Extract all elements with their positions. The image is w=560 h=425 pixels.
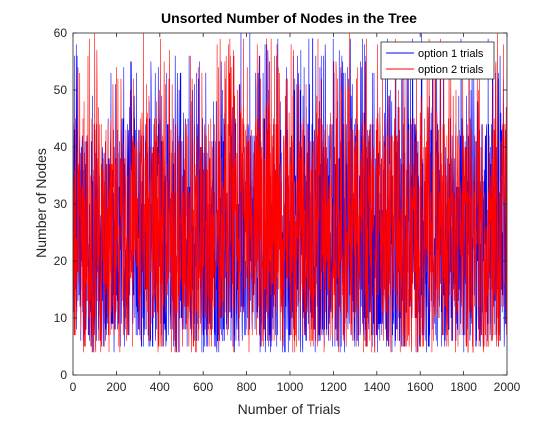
- y-tick-label: 20: [54, 254, 68, 268]
- legend-label-option-2: option 2 trials: [418, 64, 484, 76]
- legend-box: [380, 41, 495, 80]
- x-tick-label: 600: [193, 380, 213, 394]
- x-tick-label: 1200: [320, 380, 347, 394]
- chart-title: Unsorted Number of Nodes in the Tree: [161, 10, 417, 26]
- x-tick-label: 0: [70, 380, 77, 394]
- series-layer: [73, 33, 507, 353]
- axes-layer: 0 200 400 600 800 1000 1200 1400 1600 1800 2000 0 10…: [54, 26, 521, 394]
- y-tick-label: 30: [54, 197, 68, 211]
- x-tick-label: 1600: [407, 380, 434, 394]
- legend-label-option-1: option 1 trials: [418, 48, 484, 60]
- y-tick-label: 10: [54, 311, 68, 325]
- x-tick-label: 200: [106, 380, 126, 394]
- y-axis-label: Number of Nodes: [33, 148, 49, 258]
- x-tick-label: 1000: [277, 380, 304, 394]
- x-tick-label: 2000: [494, 380, 521, 394]
- x-tick-label: 400: [150, 380, 170, 394]
- x-tick-label: 800: [237, 380, 257, 394]
- y-tick-label: 0: [60, 368, 67, 382]
- y-tick-label: 40: [54, 140, 68, 154]
- x-tick-label: 1400: [363, 380, 390, 394]
- x-tick-label: 1800: [450, 380, 477, 394]
- series-line-option-2: [73, 33, 507, 353]
- y-tick-label: 60: [54, 26, 68, 40]
- legend: option 1 trials option 2 trials: [380, 41, 495, 80]
- x-axis-label: Number of Trials: [238, 401, 341, 417]
- y-tick-label: 50: [54, 83, 68, 97]
